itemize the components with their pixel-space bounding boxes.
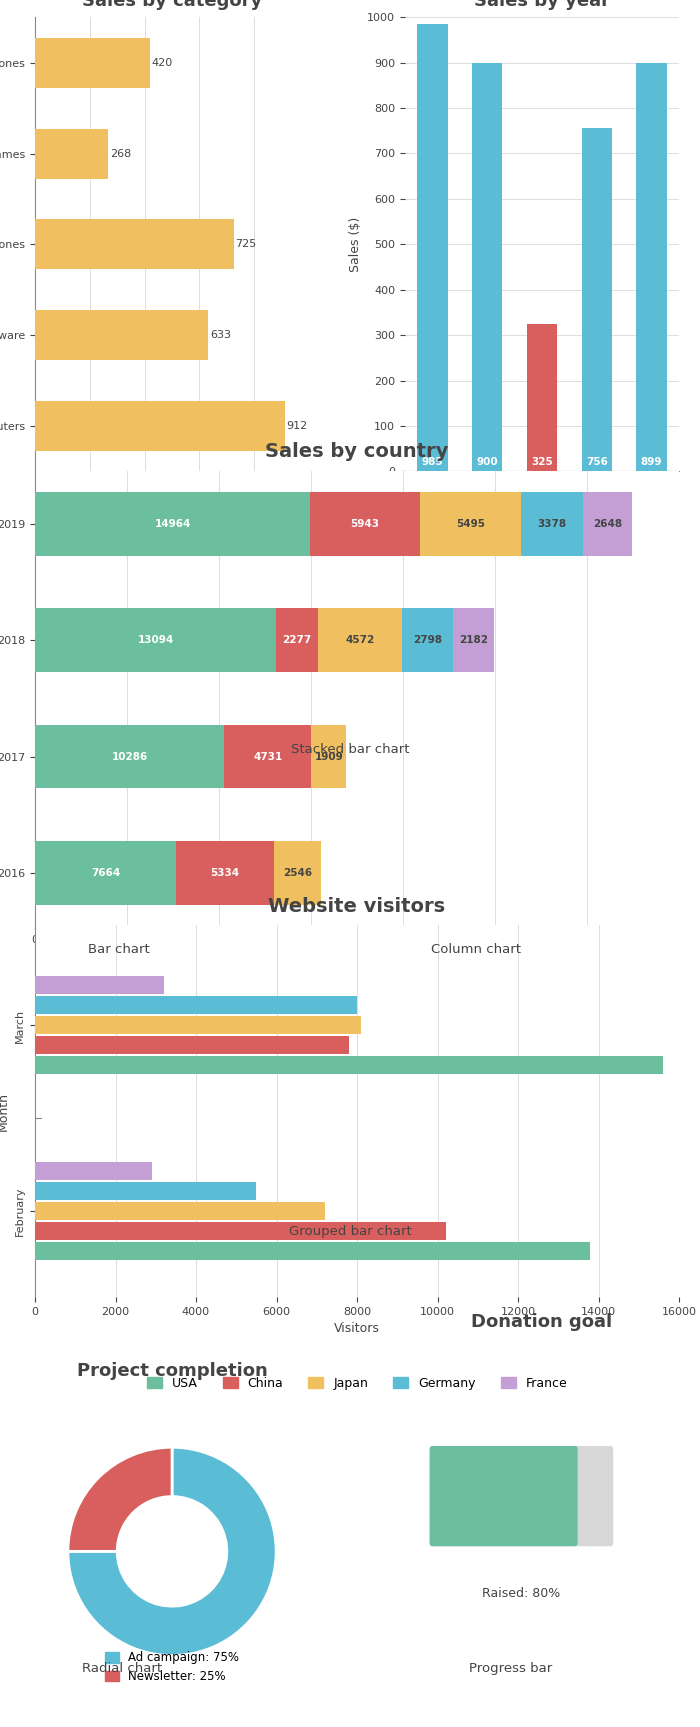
Text: 14964: 14964 (155, 518, 191, 528)
Bar (35, 1183, 256, 1200)
Bar (318, 608, 402, 672)
Text: 900: 900 (477, 458, 498, 466)
Text: 5495: 5495 (456, 518, 484, 528)
Y-axis label: Month: Month (0, 1091, 10, 1131)
Wedge shape (68, 1447, 276, 1656)
Bar (35, 725, 224, 789)
Text: 633: 633 (210, 330, 231, 340)
Text: 2798: 2798 (413, 636, 442, 646)
Bar (176, 841, 274, 905)
Bar (35, 976, 164, 995)
Bar (582, 128, 612, 471)
Text: 1909: 1909 (314, 751, 343, 762)
Text: 4572: 4572 (345, 636, 375, 646)
Text: Column chart: Column chart (431, 943, 521, 957)
Text: 13094: 13094 (137, 636, 174, 646)
Text: 2277: 2277 (282, 636, 312, 646)
Bar (454, 608, 494, 672)
Bar (35, 841, 176, 905)
Legend: Ad campaign: 75%, Newsletter: 25%: Ad campaign: 75%, Newsletter: 25% (100, 1646, 244, 1687)
FancyBboxPatch shape (430, 1445, 578, 1546)
Title: Project completion: Project completion (76, 1363, 267, 1380)
Bar (312, 725, 346, 789)
FancyBboxPatch shape (430, 1445, 613, 1546)
X-axis label: Visitors: Visitors (334, 1323, 380, 1335)
Text: 985: 985 (421, 458, 443, 466)
Text: 2182: 2182 (459, 636, 488, 646)
Title: Sales by year: Sales by year (474, 0, 610, 10)
Bar (35, 1017, 361, 1034)
Title: Website visitors: Website visitors (268, 896, 446, 915)
Bar (583, 492, 631, 556)
Text: 4731: 4731 (253, 751, 282, 762)
Bar (35, 1162, 152, 1180)
Bar (473, 62, 503, 471)
Text: 325: 325 (531, 458, 553, 466)
Legend: USA, China, Japan, Germany, France: USA, China, Japan, Germany, France (141, 1041, 573, 1064)
Text: 899: 899 (640, 458, 662, 466)
Bar (521, 492, 583, 556)
Bar (35, 996, 357, 1014)
Bar (310, 492, 420, 556)
Bar (35, 1242, 591, 1261)
Bar (35, 1223, 446, 1240)
Text: 5943: 5943 (351, 518, 379, 528)
Text: Radial chart: Radial chart (83, 1661, 162, 1675)
Bar (636, 64, 666, 471)
Text: 3378: 3378 (538, 518, 566, 528)
Text: 756: 756 (586, 458, 608, 466)
Bar (274, 841, 321, 905)
Bar (35, 128, 108, 178)
Bar (224, 725, 312, 789)
Text: Raised: 80%: Raised: 80% (482, 1587, 561, 1601)
Text: Stacked bar chart: Stacked bar chart (290, 743, 410, 756)
Title: Sales by country: Sales by country (265, 442, 449, 461)
Bar (35, 311, 209, 359)
Bar (527, 323, 557, 471)
Bar (35, 1036, 349, 1055)
Text: 2648: 2648 (593, 518, 622, 528)
Bar (276, 608, 318, 672)
Text: 7664: 7664 (91, 867, 120, 877)
X-axis label: Year: Year (528, 497, 555, 509)
Bar (417, 24, 447, 471)
X-axis label: Sales ($): Sales ($) (330, 950, 384, 964)
Text: 5334: 5334 (211, 867, 239, 877)
Title: Donation goal: Donation goal (471, 1313, 612, 1332)
Y-axis label: Sales ($): Sales ($) (349, 216, 362, 271)
Text: 268: 268 (110, 149, 131, 159)
Text: Grouped bar chart: Grouped bar chart (288, 1224, 412, 1238)
Text: 2546: 2546 (283, 867, 312, 877)
Text: 10286: 10286 (111, 751, 148, 762)
Text: Bar chart: Bar chart (88, 943, 150, 957)
Text: 725: 725 (235, 240, 256, 249)
Bar (35, 1202, 325, 1221)
Wedge shape (68, 1447, 172, 1551)
Title: Sales by category: Sales by category (82, 0, 262, 10)
Legend: USA, China, Japan, Germany, France: USA, China, Japan, Germany, France (141, 1371, 573, 1395)
Text: 912: 912 (286, 421, 307, 430)
Bar (420, 492, 521, 556)
Bar (35, 1057, 663, 1074)
Bar (35, 219, 234, 269)
Bar (402, 608, 454, 672)
Bar (35, 608, 276, 672)
Text: Progress bar: Progress bar (470, 1661, 552, 1675)
Text: 420: 420 (151, 59, 173, 67)
Bar (35, 38, 150, 88)
X-axis label: Sales ($): Sales ($) (144, 497, 199, 509)
Bar (35, 401, 285, 451)
Bar (35, 492, 310, 556)
